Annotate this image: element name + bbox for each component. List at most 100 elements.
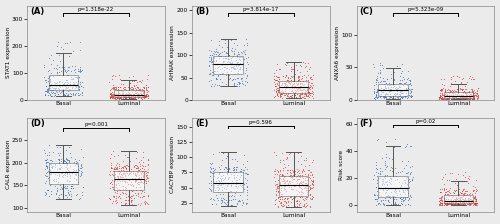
Point [404, 183, 411, 186]
Point [456, 199, 464, 202]
Point [219, 173, 227, 177]
Point [106, 93, 114, 97]
Point [292, 82, 300, 85]
Point [370, 65, 378, 69]
Point [120, 169, 128, 173]
Point [398, 188, 406, 192]
Point [392, 179, 400, 182]
Point [43, 174, 51, 178]
Point [442, 202, 450, 206]
Point [223, 184, 231, 187]
Point [240, 182, 248, 186]
Point [296, 173, 304, 177]
Point [438, 178, 446, 181]
Point [466, 92, 474, 96]
Point [467, 78, 475, 81]
Point [122, 92, 130, 95]
Point [108, 94, 116, 98]
Point [42, 89, 50, 93]
Point [144, 158, 152, 161]
Point [288, 86, 296, 90]
Point [452, 202, 460, 206]
Point [442, 202, 450, 206]
Point [462, 90, 469, 93]
Point [219, 192, 227, 195]
Point [446, 202, 454, 205]
Point [50, 165, 58, 169]
Point [56, 73, 64, 77]
Point [208, 60, 216, 64]
Point [46, 93, 54, 97]
Point [234, 184, 242, 187]
Point [455, 96, 463, 100]
Point [226, 48, 234, 52]
Point [74, 69, 82, 72]
Point [144, 170, 152, 174]
Point [120, 172, 128, 175]
Point [142, 177, 150, 181]
Point [118, 172, 126, 175]
Point [406, 91, 414, 95]
Point [291, 93, 299, 96]
Point [460, 188, 468, 191]
Point [222, 204, 230, 208]
Point [57, 83, 65, 86]
Point [207, 196, 215, 200]
Point [270, 83, 278, 86]
Point [144, 90, 152, 93]
Point [272, 94, 280, 97]
Point [44, 189, 52, 192]
Point [452, 87, 460, 91]
Point [72, 162, 80, 165]
Point [448, 202, 456, 206]
Point [298, 91, 306, 95]
Point [236, 182, 244, 185]
Point [119, 192, 127, 195]
Point [300, 87, 308, 91]
Point [49, 178, 57, 181]
Point [138, 171, 145, 175]
Point [465, 174, 473, 178]
Point [64, 158, 72, 161]
Point [120, 171, 128, 175]
Point [296, 93, 304, 97]
Point [52, 192, 60, 196]
Point [382, 140, 390, 144]
Point [279, 202, 287, 206]
Point [230, 47, 238, 51]
Point [272, 68, 280, 72]
Point [288, 177, 296, 180]
Point [390, 195, 398, 198]
Point [294, 178, 302, 181]
Point [213, 196, 221, 200]
Point [308, 81, 316, 84]
Point [76, 85, 84, 89]
Point [108, 86, 116, 89]
Point [54, 158, 62, 162]
Point [234, 60, 241, 64]
Point [278, 196, 285, 199]
Point [224, 198, 232, 201]
Point [306, 86, 314, 89]
Point [460, 97, 468, 101]
Point [469, 199, 477, 202]
Point [224, 80, 232, 84]
Point [72, 168, 80, 172]
Point [233, 166, 241, 169]
Point [69, 93, 77, 96]
Point [230, 50, 238, 53]
Point [124, 155, 132, 158]
Point [138, 97, 146, 100]
Point [112, 85, 120, 88]
Point [236, 193, 244, 197]
Point [444, 94, 452, 98]
Point [64, 54, 72, 58]
Point [284, 91, 292, 95]
Point [68, 169, 76, 173]
Point [118, 159, 126, 163]
Point [460, 93, 468, 97]
Point [463, 98, 471, 101]
Point [396, 195, 404, 198]
Point [42, 89, 50, 93]
Point [107, 181, 115, 184]
